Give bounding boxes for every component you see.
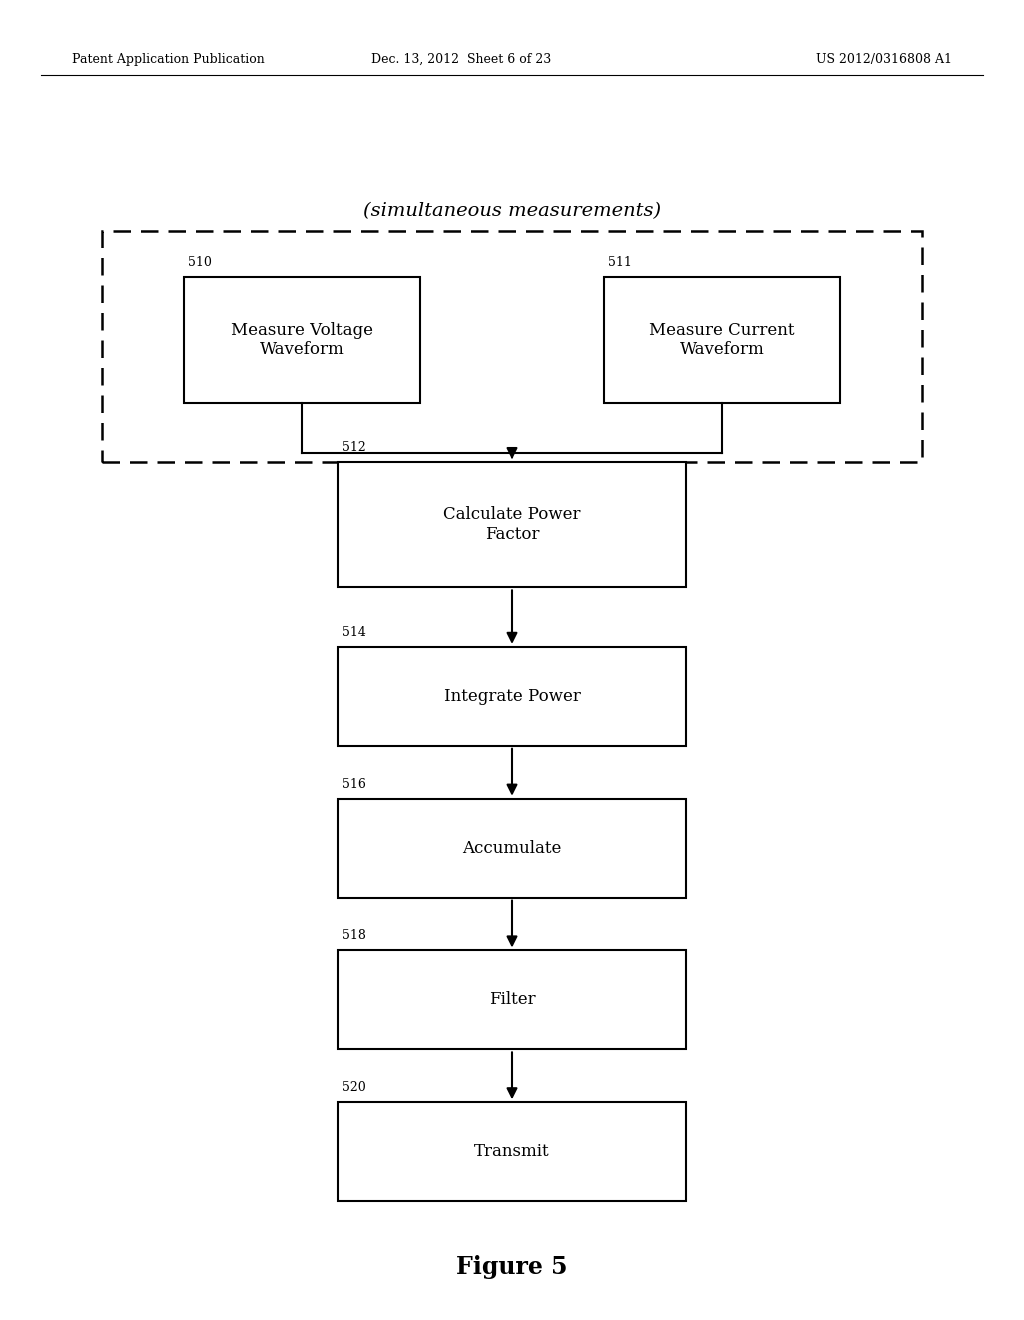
Bar: [338, 647, 686, 746]
Bar: [102, 231, 922, 462]
Text: 520: 520: [342, 1081, 366, 1094]
Text: 516: 516: [342, 777, 366, 791]
Text: Dec. 13, 2012  Sheet 6 of 23: Dec. 13, 2012 Sheet 6 of 23: [371, 53, 551, 66]
Text: Measure Current
Waveform: Measure Current Waveform: [649, 322, 795, 358]
Text: Calculate Power
Factor: Calculate Power Factor: [443, 507, 581, 543]
Bar: [604, 277, 840, 403]
Bar: [338, 462, 686, 587]
Text: Transmit: Transmit: [474, 1143, 550, 1160]
Text: Accumulate: Accumulate: [462, 840, 562, 857]
Text: 512: 512: [342, 441, 366, 454]
Text: Measure Voltage
Waveform: Measure Voltage Waveform: [231, 322, 373, 358]
Text: 518: 518: [342, 929, 366, 942]
Text: Patent Application Publication: Patent Application Publication: [72, 53, 264, 66]
Text: Filter: Filter: [488, 991, 536, 1008]
Text: 514: 514: [342, 626, 366, 639]
Text: 510: 510: [188, 256, 212, 269]
Bar: [338, 799, 686, 898]
Bar: [184, 277, 420, 403]
Text: (simultaneous measurements): (simultaneous measurements): [362, 202, 662, 220]
Text: US 2012/0316808 A1: US 2012/0316808 A1: [816, 53, 952, 66]
Text: Integrate Power: Integrate Power: [443, 688, 581, 705]
Text: 511: 511: [608, 256, 632, 269]
Bar: [338, 1102, 686, 1201]
Text: Figure 5: Figure 5: [457, 1255, 567, 1279]
Bar: [338, 950, 686, 1049]
